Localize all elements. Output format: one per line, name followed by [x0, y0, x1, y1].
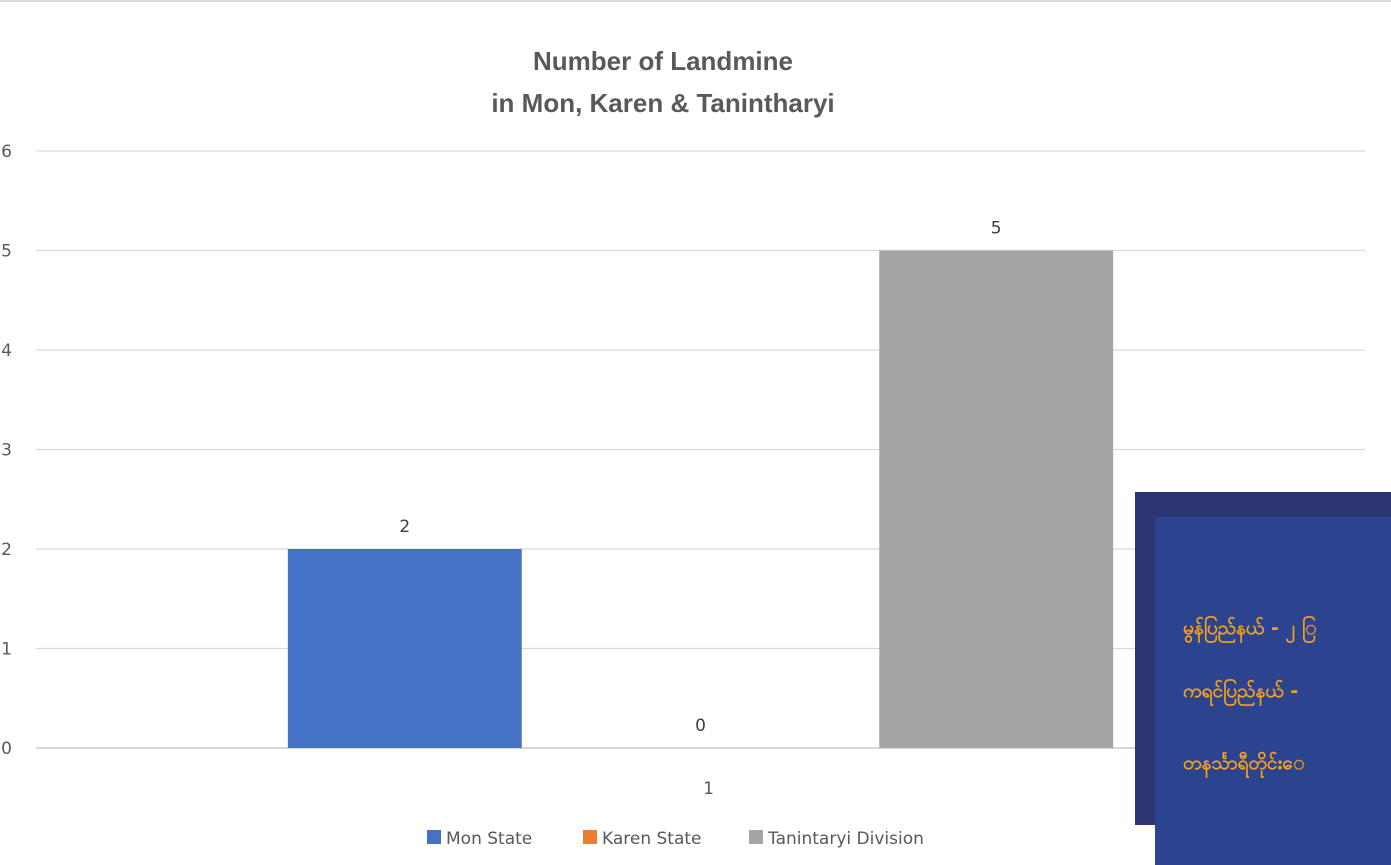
overlay-line-mon: မွန်ပြည်နယ် - ၂ ြ [1183, 617, 1317, 639]
x-axis-ticks: 1 [703, 779, 714, 799]
bar [287, 549, 522, 748]
data-label: 5 [991, 219, 1002, 239]
y-tick-label: 0 [1, 739, 12, 759]
y-tick-label: 5 [1, 242, 12, 262]
overlay-line-karen: ကရင်ပြည်နယ် - [1183, 680, 1299, 702]
y-axis-ticks: 0 1 2 3 4 5 6 [1, 142, 12, 759]
y-tick-label: 3 [1, 441, 12, 461]
top-border-line [0, 0, 1391, 2]
bar [879, 250, 1114, 748]
legend-label: Karen State [602, 829, 702, 849]
legend-swatch [427, 830, 441, 844]
chart-title-line-2: in Mon, Karen & Tanintharyi [491, 88, 834, 118]
y-tick-label: 6 [1, 142, 12, 162]
bars [287, 250, 1114, 748]
legend-label: Tanintaryi Division [767, 829, 924, 849]
y-tick-label: 2 [1, 540, 12, 560]
y-tick-label: 4 [1, 341, 12, 361]
legend-label: Mon State [446, 829, 532, 849]
legend-swatch [583, 830, 597, 844]
data-label: 2 [399, 517, 410, 537]
legend: Mon State Karen State Tanintaryi Division [427, 829, 924, 849]
chart-title-line-1: Number of Landmine [533, 46, 793, 76]
data-labels: 2 0 5 [399, 219, 1001, 737]
overlay-panel: မွန်ပြည်နယ် - ၂ ြ ကရင်ပြည်နယ် - တနင်္သာရ… [1155, 517, 1391, 865]
y-tick-label: 1 [1, 640, 12, 660]
overlay-line-tanintharyi: တနင်္သာရီတိုင်းေ [1183, 752, 1305, 774]
data-label: 0 [695, 716, 706, 736]
x-tick-label: 1 [703, 779, 714, 799]
legend-swatch [749, 830, 763, 844]
